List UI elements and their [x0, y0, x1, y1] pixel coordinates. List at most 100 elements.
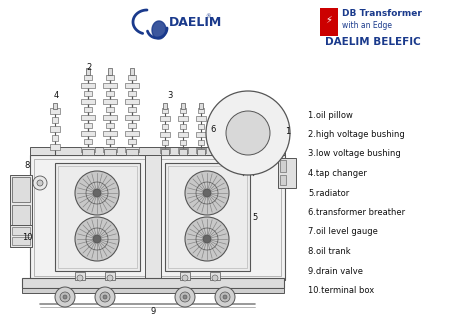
Polygon shape: [152, 21, 165, 39]
Bar: [168, 166, 247, 268]
Bar: [180, 272, 190, 280]
Bar: [12, 205, 30, 227]
Text: 8: 8: [24, 160, 30, 169]
Bar: [160, 148, 170, 153]
Bar: [81, 131, 95, 136]
Bar: [50, 126, 60, 132]
Bar: [12, 227, 30, 235]
Circle shape: [75, 171, 119, 215]
Bar: [58, 166, 137, 268]
Bar: [180, 124, 186, 129]
Circle shape: [37, 180, 43, 186]
Circle shape: [100, 292, 110, 302]
Bar: [52, 117, 58, 123]
Bar: [198, 124, 204, 129]
Bar: [84, 107, 92, 112]
Text: DAELIM BELEFIC: DAELIM BELEFIC: [325, 37, 421, 47]
Bar: [125, 99, 139, 104]
Circle shape: [226, 111, 270, 155]
Bar: [75, 272, 85, 280]
Circle shape: [107, 275, 113, 281]
Bar: [179, 149, 187, 155]
Bar: [108, 68, 112, 75]
Bar: [178, 148, 188, 153]
Bar: [50, 108, 60, 114]
Circle shape: [203, 189, 211, 197]
Circle shape: [212, 275, 218, 281]
Text: 10.terminal box: 10.terminal box: [308, 286, 374, 295]
Bar: [30, 155, 285, 280]
Bar: [22, 278, 284, 288]
Circle shape: [60, 292, 70, 302]
Text: 1: 1: [285, 128, 291, 137]
Bar: [165, 163, 250, 271]
Bar: [178, 132, 188, 137]
Bar: [12, 237, 30, 245]
Polygon shape: [223, 155, 263, 170]
Circle shape: [93, 189, 101, 197]
Bar: [34, 159, 281, 276]
Bar: [84, 139, 92, 144]
Bar: [197, 149, 205, 155]
Bar: [280, 160, 286, 172]
Bar: [128, 91, 136, 96]
Text: 3: 3: [167, 92, 173, 100]
Bar: [103, 99, 117, 104]
Bar: [55, 163, 140, 271]
Bar: [106, 75, 114, 80]
Circle shape: [180, 292, 190, 302]
Bar: [145, 155, 161, 283]
Circle shape: [185, 217, 229, 261]
Circle shape: [206, 91, 290, 175]
Bar: [160, 132, 170, 137]
Bar: [125, 115, 139, 120]
Bar: [125, 147, 139, 152]
Bar: [81, 83, 95, 88]
Bar: [103, 83, 117, 88]
Circle shape: [93, 235, 101, 243]
Bar: [198, 108, 204, 113]
Bar: [81, 115, 95, 120]
Bar: [199, 103, 203, 109]
Circle shape: [223, 295, 227, 299]
Text: 2.high voltage bushing: 2.high voltage bushing: [308, 130, 405, 139]
Bar: [128, 139, 136, 144]
Text: 6: 6: [210, 125, 216, 135]
Bar: [81, 99, 95, 104]
Text: ®: ®: [205, 14, 210, 19]
Circle shape: [77, 275, 83, 281]
Bar: [103, 131, 117, 136]
Circle shape: [182, 275, 188, 281]
Text: 4: 4: [54, 92, 59, 100]
Text: ⚡: ⚡: [326, 15, 332, 25]
Bar: [84, 91, 92, 96]
Bar: [106, 107, 114, 112]
Text: 9: 9: [150, 308, 155, 316]
Bar: [125, 83, 139, 88]
Bar: [84, 123, 92, 128]
Bar: [196, 132, 206, 137]
Bar: [126, 149, 138, 155]
Text: 2: 2: [86, 63, 91, 71]
Bar: [180, 108, 186, 113]
Bar: [163, 103, 167, 109]
Text: 8.oil trank: 8.oil trank: [308, 247, 351, 256]
Bar: [103, 147, 117, 152]
Bar: [22, 288, 284, 293]
Text: with an Edge: with an Edge: [342, 20, 392, 29]
Bar: [52, 135, 58, 141]
Bar: [53, 103, 57, 109]
Circle shape: [183, 295, 187, 299]
Bar: [278, 158, 296, 188]
Bar: [198, 140, 204, 145]
Text: 5.radiator: 5.radiator: [308, 189, 349, 197]
Bar: [86, 68, 90, 75]
Bar: [105, 272, 115, 280]
Circle shape: [55, 287, 75, 307]
Bar: [103, 115, 117, 120]
Bar: [130, 68, 134, 75]
Bar: [162, 124, 168, 129]
Bar: [12, 177, 30, 202]
Bar: [160, 116, 170, 121]
Text: 1.oil pillow: 1.oil pillow: [308, 110, 353, 120]
